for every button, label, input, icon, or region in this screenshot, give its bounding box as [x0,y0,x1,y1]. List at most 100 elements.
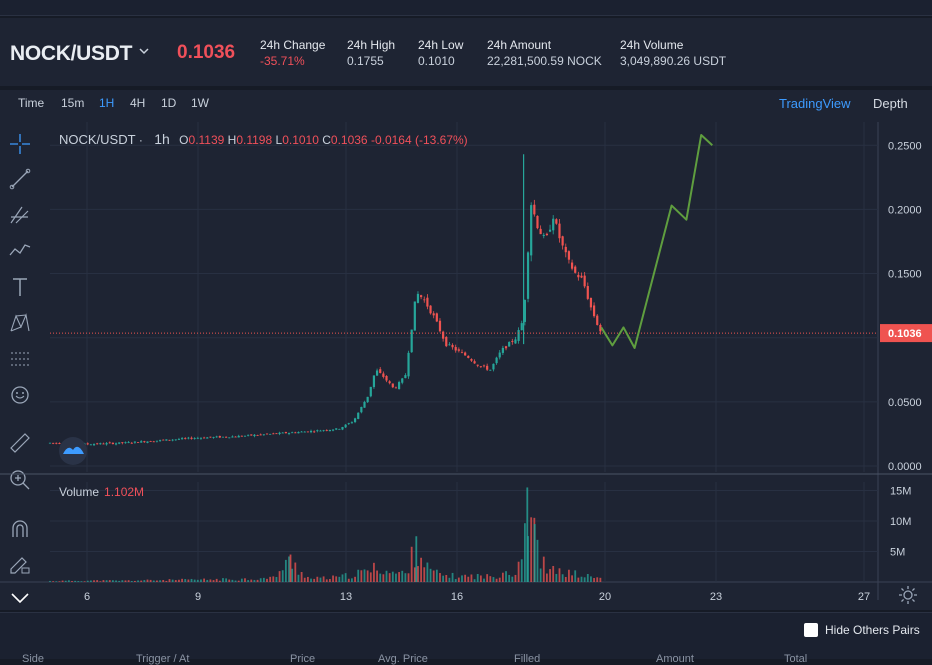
chevron-down-icon[interactable] [8,586,32,610]
stat-value: 3,049,890.26 USDT [620,54,727,68]
price-tick-label: 0.0500 [888,397,922,409]
orders-footer: Hide Others Pairs Side Trigger / At Pric… [0,612,932,665]
candle-body [259,434,262,436]
volume-bar [288,556,290,582]
candle-body [300,431,303,433]
candle-body [517,330,520,341]
tab-tradingview[interactable]: TradingView [779,96,851,111]
candle-body [564,246,567,253]
candle-body [225,436,228,438]
candle-body [80,444,83,446]
volume-bar [415,536,418,582]
lock-drawing-icon[interactable] [8,552,32,576]
price-tick-label: 0.1000 [888,333,922,345]
volume-bar [143,580,146,582]
volume-bar [93,580,95,582]
candle-body [429,305,432,314]
prediction-icon[interactable] [8,347,32,371]
volume-bar [146,579,149,582]
magnet-icon[interactable] [8,517,32,541]
candle-body [555,219,558,224]
tab-time[interactable]: Time [18,96,45,110]
volume-bar [354,576,356,582]
tab-1h[interactable]: 1H [99,96,115,110]
volume-bar [272,576,275,582]
text-tool-icon[interactable] [8,275,32,299]
candle-body [328,429,332,432]
volume-bar [262,577,265,582]
legend-high-label: H [227,133,237,147]
pattern-icon[interactable] [8,239,32,263]
volume-bar [520,559,523,582]
tab-depth[interactable]: Depth [873,96,908,111]
volume-bar [369,572,372,582]
tab-1w[interactable]: 1W [191,96,209,110]
volume-bar [99,581,102,582]
candle-body [511,340,514,342]
volume-bar [86,580,89,582]
volume-bar [190,578,193,582]
pair-selector[interactable]: NOCK/USDT [10,42,133,65]
candle-body [309,430,313,433]
volume-bar [546,573,548,582]
hide-others-checkbox[interactable] [804,623,818,637]
volume-bar [121,580,124,582]
stat-24h-volume: 24h Volume 3,049,890.26 USDT [620,38,726,68]
chart-settings-icon[interactable] [898,585,918,605]
candle-body [187,437,190,439]
column-total: Total [784,653,808,665]
volume-bar [115,580,117,582]
candle-body [168,439,171,441]
crosshair-icon[interactable] [8,132,32,156]
legend-change: -0.0164 (-13.67%) [370,133,468,147]
candle-body [158,440,162,441]
tab-1d[interactable]: 1D [161,96,177,110]
volume-bar [206,579,209,582]
candle-body [331,429,335,431]
xabcd-pattern-icon[interactable] [8,311,32,335]
zoom-in-icon[interactable] [8,468,32,492]
candle-body [171,439,174,441]
legend-close-label: C [322,133,331,147]
chevron-down-icon[interactable] [138,44,150,60]
volume-bar [149,579,152,582]
emoji-icon[interactable] [8,383,32,407]
trend-line-icon[interactable] [8,167,32,191]
candle-body [426,297,429,307]
candle-body [234,436,237,438]
volume-bar [555,573,558,582]
volume-bar [184,579,187,582]
volume-tick-label: 5M [890,547,905,559]
candle-body [243,435,247,437]
volume-bar [127,580,130,582]
volume-bar [58,581,61,582]
stat-label: 24h Change [260,38,326,52]
volume-bar [253,579,256,582]
volume-bar [237,580,240,582]
candle-body [108,442,111,444]
candle-body [306,431,309,433]
candle-body [221,436,225,438]
tab-15m[interactable]: 15m [61,96,85,110]
ruler-icon[interactable] [8,431,32,455]
volume-bar [209,579,212,582]
logo-badge [59,437,87,465]
candle-body [83,443,86,445]
volume-bar [171,579,174,582]
time-tick-label: 9 [195,591,201,603]
candle-body [586,286,589,299]
volume-bar [215,578,218,582]
column-side: Side [22,653,45,665]
column-filled: Filled [514,653,541,665]
volume-bar [259,578,262,582]
price-chart[interactable]: 0.2500 0.2000 0.1500 0.1000 0.0500 0.0000 6 9 13… [0,90,932,610]
tab-4h[interactable]: 4H [130,96,146,110]
fib-retracement-icon[interactable] [8,203,32,227]
legend-open-value: 0.1139 [188,133,225,147]
volume-bar [363,569,366,582]
candle-body [325,430,328,431]
candle-body [130,442,133,444]
stat-value: 22,281,500.59 NOCK [487,54,602,68]
volume-bar [432,570,435,582]
volume-bar [256,579,259,582]
